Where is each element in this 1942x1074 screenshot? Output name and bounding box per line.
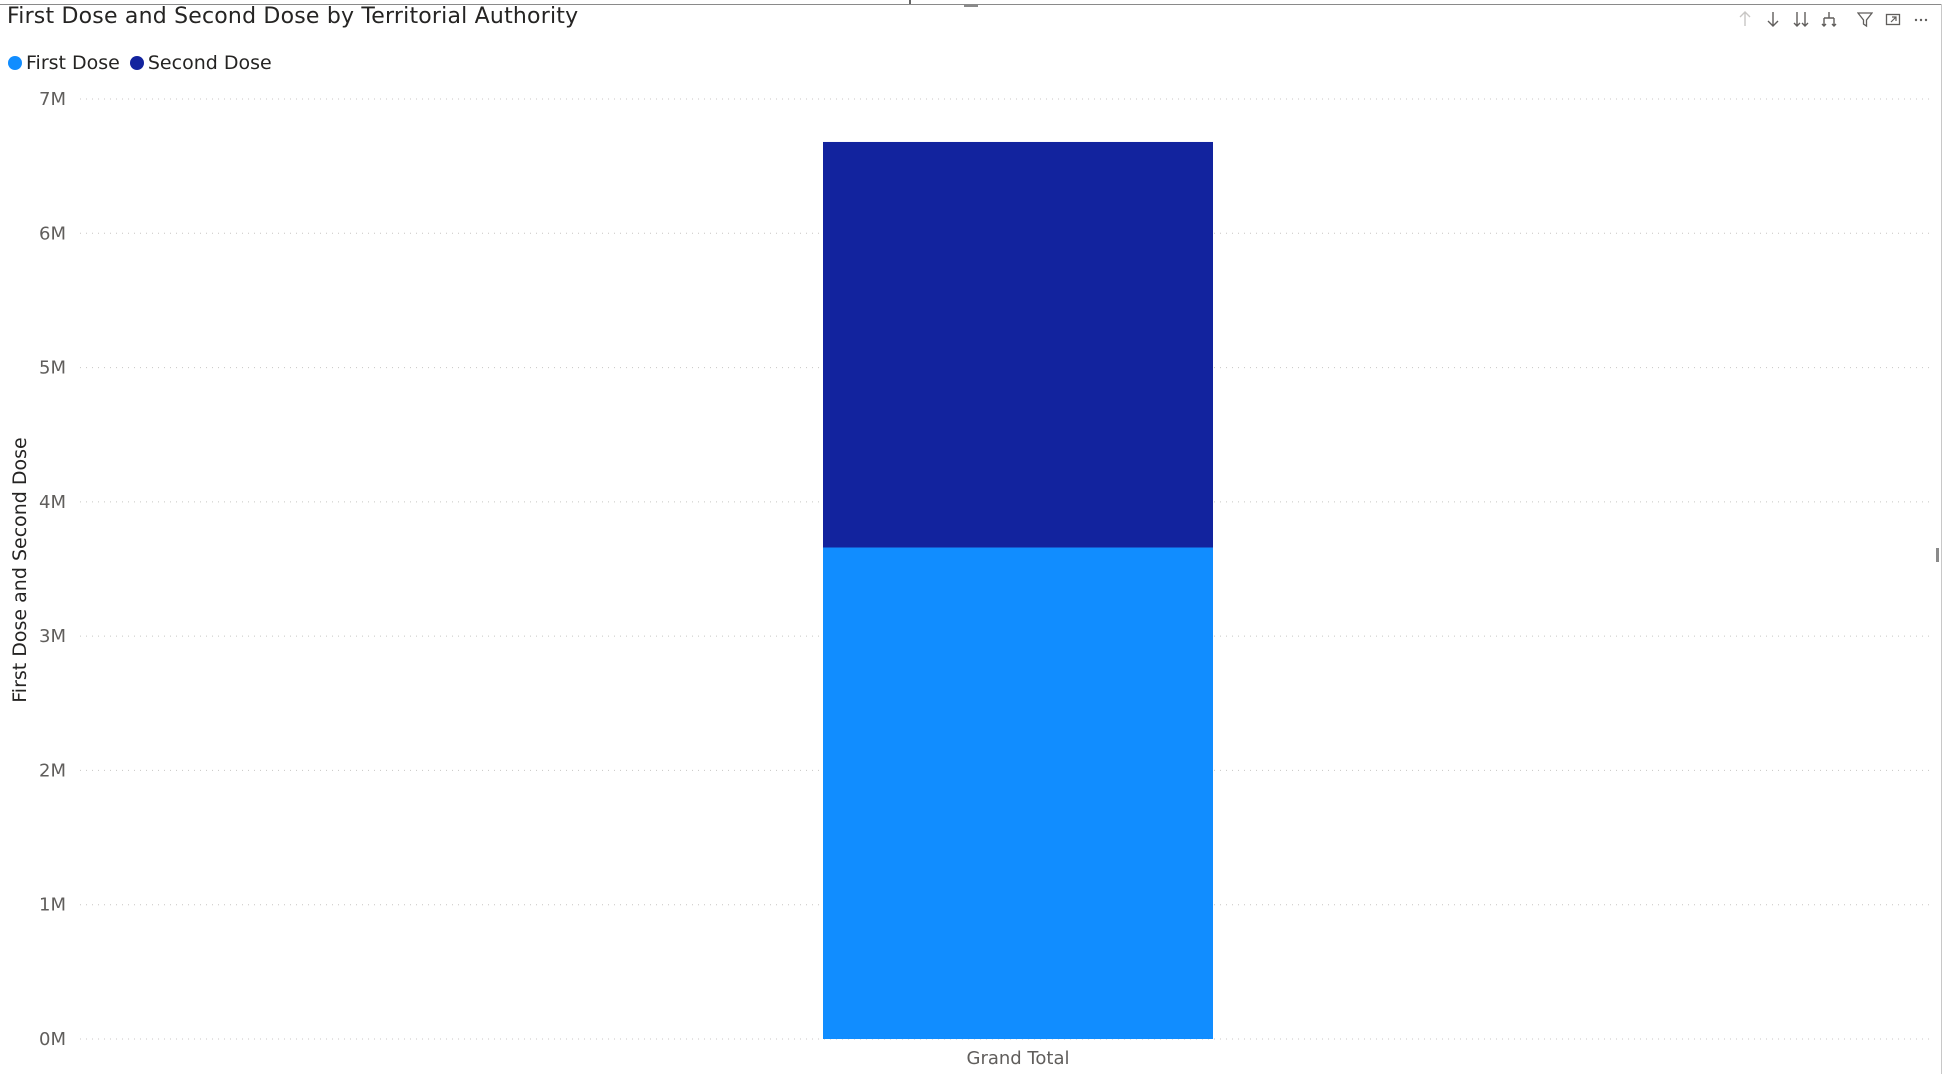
y-tick-label: 5M (39, 358, 66, 379)
double-arrow-down-icon[interactable] (1790, 8, 1812, 30)
more-options-icon[interactable] (1910, 8, 1932, 30)
legend-item-first-dose[interactable]: First Dose (8, 52, 120, 74)
x-tick-label: Grand Total (967, 1048, 1070, 1069)
filter-icon[interactable] (1854, 8, 1876, 30)
arrow-down-icon[interactable] (1762, 8, 1784, 30)
focus-mode-icon[interactable] (1882, 8, 1904, 30)
arrow-up-icon[interactable] (1734, 8, 1756, 30)
legend-label-first-dose: First Dose (26, 52, 120, 74)
chart-title: First Dose and Second Dose by Territoria… (7, 4, 579, 29)
resize-handle-right[interactable] (1936, 548, 1939, 562)
legend: First Dose Second Dose (8, 52, 282, 74)
legend-label-second-dose: Second Dose (147, 52, 272, 74)
y-tick-label: 4M (39, 492, 66, 513)
bar-segment-second-dose[interactable] (823, 141, 1213, 548)
top-tick-mark (909, 0, 911, 4)
bar-segment-first-dose[interactable] (823, 547, 1213, 1039)
expand-hierarchy-icon[interactable] (1818, 8, 1840, 30)
legend-marker-second-dose (129, 56, 144, 70)
visual-header-toolbar (1728, 8, 1932, 30)
y-tick-label: 7M (39, 89, 66, 110)
y-tick-label: 2M (39, 760, 66, 781)
y-tick-label: 0M (39, 1029, 66, 1050)
legend-marker-first-dose (8, 56, 22, 70)
y-tick-label: 3M (39, 626, 66, 647)
visual-top-border (0, 4, 1942, 5)
y-tick-label: 6M (39, 223, 66, 244)
y-tick-label: 1M (39, 895, 66, 916)
legend-item-second-dose[interactable]: Second Dose (129, 52, 272, 74)
resize-handle-top[interactable] (964, 5, 978, 7)
